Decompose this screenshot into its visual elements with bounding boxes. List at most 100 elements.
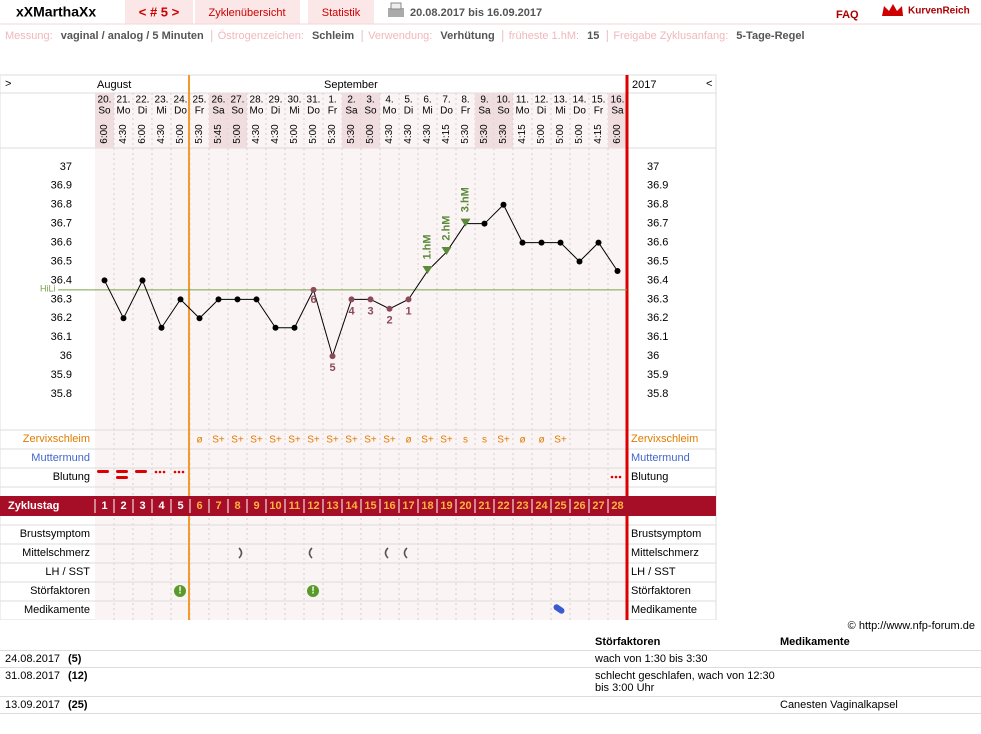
weekday: Mi (555, 106, 566, 117)
temp-point (139, 277, 146, 284)
cycle-day: 5 (177, 500, 183, 512)
date: 6. (423, 95, 431, 106)
time: 5:30 (194, 124, 205, 144)
weekday: So (98, 106, 111, 117)
mucus-symbol: S+ (345, 435, 358, 446)
cycle-day: 15 (364, 500, 376, 512)
date: 30. (288, 95, 302, 106)
faq[interactable]: FAQ (836, 9, 859, 21)
temp-point (405, 296, 412, 303)
row-label: Zyklustag (8, 500, 59, 512)
time: 4:30 (403, 124, 414, 144)
weekend-bg (361, 93, 380, 148)
cell: wach von 1:30 bis 3:30 (595, 653, 708, 665)
date: 7. (442, 95, 450, 106)
mucus-symbol: S+ (307, 435, 320, 446)
temp-point (177, 296, 184, 303)
date: 31. (307, 95, 321, 106)
weekday: Mo (250, 106, 264, 117)
point-label: 4 (348, 305, 355, 317)
temp-line (104, 203, 618, 358)
cell (780, 653, 970, 665)
row-label: LH / SST (45, 566, 90, 578)
time: 5:00 (308, 124, 319, 144)
temp-point (215, 296, 222, 303)
nav-link[interactable]: Zyklenübersicht (208, 7, 285, 19)
hm-marker (422, 265, 433, 274)
brand[interactable]: KurvenReich (908, 6, 970, 17)
cycle-day: 22 (497, 500, 509, 512)
tab[interactable] (308, 0, 374, 24)
printer-icon[interactable] (388, 2, 404, 17)
footer: © http://www.nfp-forum.de Störfaktoren Me… (0, 620, 981, 714)
time: 5:00 (365, 124, 376, 144)
weekday: So (497, 106, 510, 117)
mucus-symbol: S+ (212, 435, 225, 446)
col-header: Medikamente (780, 636, 850, 648)
cycle-day: 25 (554, 500, 566, 512)
cell (780, 670, 970, 694)
temp-point (120, 315, 127, 322)
cycle-day: 10 (269, 500, 281, 512)
setting-value: Schleim (312, 30, 354, 42)
weekday: Fr (594, 106, 604, 117)
y-tick-label: 37 (60, 161, 72, 173)
mucus-symbol: S+ (554, 435, 567, 446)
time: 5:45 (213, 124, 224, 144)
mucus-symbol: S+ (383, 435, 396, 446)
weekday: Sa (212, 106, 225, 117)
nav-arrow[interactable]: > (5, 78, 11, 90)
cycle-day: 6 (196, 500, 202, 512)
y-tick-label: 36.3 (647, 293, 668, 305)
time: 5:30 (460, 124, 471, 144)
point-label: 5 (329, 362, 335, 374)
weekday: Di (138, 106, 147, 117)
tab[interactable] (125, 0, 193, 24)
footer-header: Störfaktoren Medikamente (0, 634, 981, 651)
cycle-day: 23 (516, 500, 528, 512)
weekday: Mo (117, 106, 131, 117)
row-label: Blutung (631, 471, 668, 483)
setting-value: 15 (587, 30, 599, 42)
y-tick-label: 36.6 (51, 237, 72, 249)
cycle-day: 19 (440, 500, 452, 512)
date: 25. (193, 95, 207, 106)
y-tick-label: 37 (647, 161, 659, 173)
time: 4:30 (270, 124, 281, 144)
y-tick-label: 35.8 (51, 388, 72, 400)
month: August (97, 79, 131, 91)
date: 15. (592, 95, 606, 106)
cycle-bar (0, 496, 716, 516)
setting-label: Freigabe Zyklusanfang: (613, 30, 728, 42)
cycle-day: 12 (307, 500, 319, 512)
time: 4:30 (384, 124, 395, 144)
setting-value: Verhütung (440, 30, 494, 42)
bleeding-marks (97, 470, 622, 479)
hm-label: 2.hM (440, 216, 452, 241)
time: 5:30 (498, 124, 509, 144)
weekday: Di (537, 106, 546, 117)
tab[interactable] (195, 0, 300, 24)
setting-label: früheste 1.hM: (509, 30, 579, 42)
weekend-bg (608, 93, 627, 148)
cycle-day: 18 (421, 500, 433, 512)
nav-arrow[interactable]: < (706, 78, 712, 90)
time: 5:00 (574, 124, 585, 144)
time: 6:00 (137, 124, 148, 144)
weekday: Fr (195, 106, 205, 117)
date: 8. (461, 95, 469, 106)
col-header: Störfaktoren (595, 636, 661, 648)
y-tick-label: 36.6 (647, 237, 668, 249)
temp-point (595, 239, 602, 246)
cycle-day: 11 (289, 500, 301, 512)
time: 5:00 (289, 124, 300, 144)
y-tick-label: 36.8 (51, 199, 72, 211)
y-tick-label: 35.8 (647, 388, 668, 400)
settings: Messung: vaginal / analog / 5 Minuten Östr… (5, 30, 805, 42)
pill-icon (553, 604, 565, 614)
weekday: Do (307, 106, 320, 117)
cycle-nav[interactable]: < # 5 > (139, 4, 180, 19)
temp-point (234, 296, 241, 303)
nav-link[interactable]: Statistik (322, 7, 361, 19)
cycle-day: 4 (158, 500, 165, 512)
